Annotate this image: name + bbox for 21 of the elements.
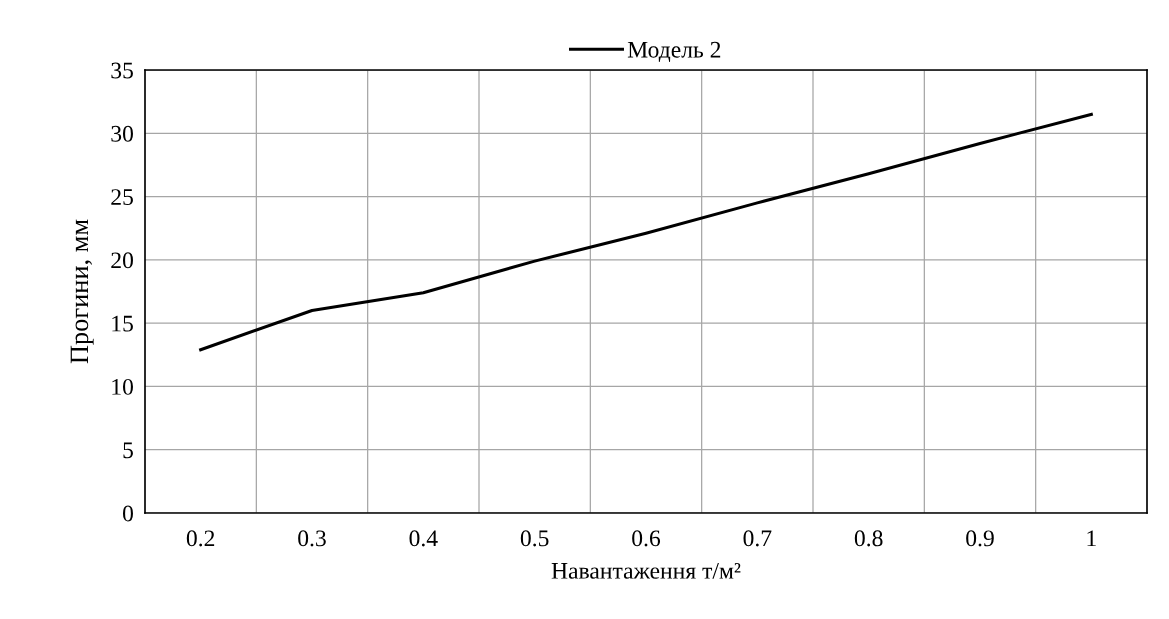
y-tick-label: 35 [111, 62, 133, 79]
y-tick-label: 0 [122, 505, 133, 522]
y-tick-label: 30 [111, 125, 133, 142]
legend-label: Модель 2 [627, 41, 721, 63]
x-tick-label: 0.6 [632, 530, 661, 547]
x-tick-label: 0.2 [186, 530, 215, 547]
x-tick-label: 0.9 [966, 530, 994, 547]
y-tick-label: 15 [112, 315, 133, 332]
x-tick-label: 0.5 [520, 530, 549, 547]
x-tick-label: 1 [1087, 530, 1096, 547]
x-axis-title: Навантаження т/м² [551, 563, 741, 579]
x-tick-label: 0.3 [298, 530, 326, 547]
line-series [199, 112, 1093, 352]
y-tick-label: 10 [112, 378, 133, 395]
x-tick-label: 0.8 [854, 530, 883, 547]
y-tick-label: 20 [111, 252, 133, 269]
x-tick-label: 0.4 [409, 530, 438, 547]
y-tick-label: 5 [123, 442, 133, 459]
y-axis-title: Прогини, мм [70, 219, 94, 364]
x-tick-label: 0.7 [743, 530, 772, 547]
y-tick-label: 25 [111, 189, 133, 205]
